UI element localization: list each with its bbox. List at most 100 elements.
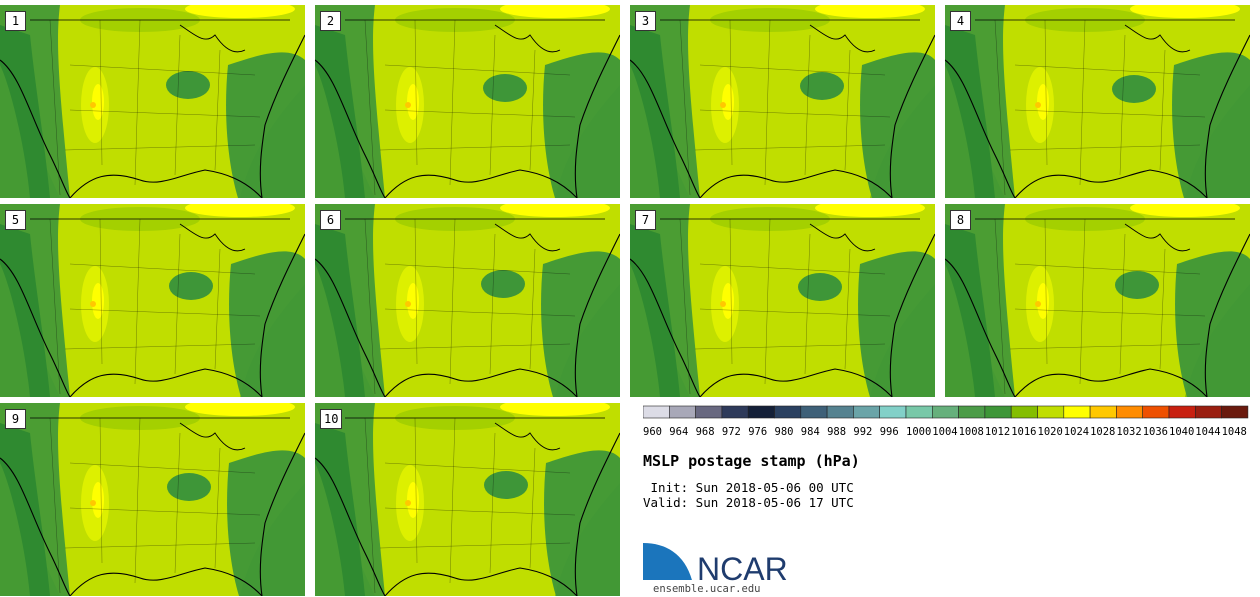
mslp-low-east	[543, 52, 620, 198]
colorbar-bin	[721, 405, 749, 419]
great-lakes	[1124, 24, 1191, 53]
coastline-gulf	[699, 169, 893, 198]
mslp-low-center	[1115, 271, 1159, 299]
mslp-low-east	[1172, 52, 1250, 198]
mslp-low-center	[800, 72, 844, 100]
colorbar-bin	[1116, 405, 1143, 419]
member-label: 7	[635, 210, 656, 230]
chart-title: MSLP postage stamp (hPa)	[643, 452, 860, 470]
colorbar-bin	[1063, 405, 1091, 419]
member-label: 1	[5, 11, 26, 31]
state-borders	[679, 218, 891, 395]
coastline-east	[259, 34, 305, 198]
stamp-panel-1: 1	[0, 5, 305, 198]
colorbar-bin	[905, 405, 933, 419]
colorbar-tick: 1020	[1038, 426, 1063, 438]
mslp-peak	[405, 102, 411, 108]
colorbar-bin	[774, 405, 802, 419]
coastline-gulf	[384, 567, 578, 596]
coastline-east	[889, 233, 935, 397]
colorbar-bin	[958, 405, 986, 419]
member-label: 9	[5, 409, 26, 429]
colorbar-bin	[747, 405, 775, 419]
colorbar-tick: 1024	[1064, 426, 1089, 438]
member-label: 10	[320, 409, 343, 429]
great-lakes	[179, 223, 246, 252]
colorbar-tick: 960	[643, 426, 662, 438]
coastline-gulf	[699, 368, 893, 397]
coastline-east	[889, 34, 935, 198]
mslp-low-coast	[945, 25, 995, 198]
mslp-high-north	[815, 5, 925, 18]
coastline-gulf	[1014, 169, 1208, 198]
mslp-low-center	[167, 473, 211, 501]
state-borders	[364, 417, 576, 594]
great-lakes	[494, 422, 561, 451]
colorbar-tick: 1028	[1090, 426, 1115, 438]
mslp-high-core	[407, 283, 419, 319]
colorbar-tick: 980	[775, 426, 794, 438]
mslp-high-core	[407, 482, 419, 518]
mslp-low-east	[1175, 251, 1250, 397]
great-lakes	[809, 223, 876, 252]
ncar-logo-swoosh-icon	[643, 541, 693, 580]
mslp-low-coast	[315, 423, 365, 596]
great-lakes	[494, 223, 561, 252]
colorbar-bin	[668, 405, 696, 419]
member-label: 3	[635, 11, 656, 31]
colorbar-bin	[1142, 405, 1170, 419]
colorbar-tick: 1048	[1222, 426, 1247, 438]
mslp-peak	[405, 301, 411, 307]
ncar-logo-text: NCAR	[697, 551, 788, 584]
mslp-high-north	[1130, 204, 1240, 217]
coastline-west	[0, 457, 71, 596]
mslp-high-core	[92, 482, 104, 518]
coastline-west	[315, 59, 386, 198]
valid-time: Valid: Sun 2018-05-06 17 UTC	[643, 495, 854, 510]
colorbar-tick: 1036	[1143, 426, 1168, 438]
mslp-high-core	[722, 283, 734, 319]
stamp-panel-2: 2	[315, 5, 620, 198]
colorbar-bin	[1194, 405, 1222, 419]
mslp-high-core	[407, 84, 419, 120]
mslp-low-center	[1112, 75, 1156, 103]
mslp-high-core	[92, 283, 104, 319]
coastline-west	[0, 258, 71, 397]
state-borders	[364, 218, 576, 395]
member-label: 6	[320, 210, 341, 230]
coastline-west	[0, 59, 71, 198]
mslp-high-core	[92, 84, 104, 120]
great-lakes	[179, 24, 246, 53]
colorbar-tick: 992	[853, 426, 872, 438]
coastline-east	[1204, 34, 1250, 198]
coastline-west	[630, 59, 701, 198]
great-lakes	[1124, 223, 1191, 252]
mslp-peak	[90, 500, 96, 506]
stamp-panel-9: 9	[0, 403, 305, 596]
mslp-low-coast	[0, 423, 50, 596]
mslp-low-east	[229, 251, 305, 397]
coastline-east	[574, 432, 620, 596]
mslp-high-north	[500, 204, 610, 217]
coastline-west	[315, 258, 386, 397]
coastline-east	[259, 233, 305, 397]
colorbar-bin	[879, 405, 907, 419]
mslp-high-north	[500, 403, 610, 416]
mslp-peak	[720, 301, 726, 307]
coastline-gulf	[384, 368, 578, 397]
coastline-gulf	[69, 169, 263, 198]
colorbar-bin	[1010, 405, 1038, 419]
great-lakes	[494, 24, 561, 53]
colorbar-tick: 972	[722, 426, 741, 438]
member-label: 5	[5, 210, 26, 230]
coastline-gulf	[384, 169, 578, 198]
mslp-low-center	[484, 471, 528, 499]
state-borders	[679, 19, 891, 196]
coastline-west	[315, 457, 386, 596]
colorbar-tick: 996	[880, 426, 899, 438]
mslp-peak	[720, 102, 726, 108]
stamp-panel-7: 7	[630, 204, 935, 397]
colorbar-bin	[853, 405, 880, 419]
state-borders	[49, 19, 261, 196]
coastline-east	[1204, 233, 1250, 397]
